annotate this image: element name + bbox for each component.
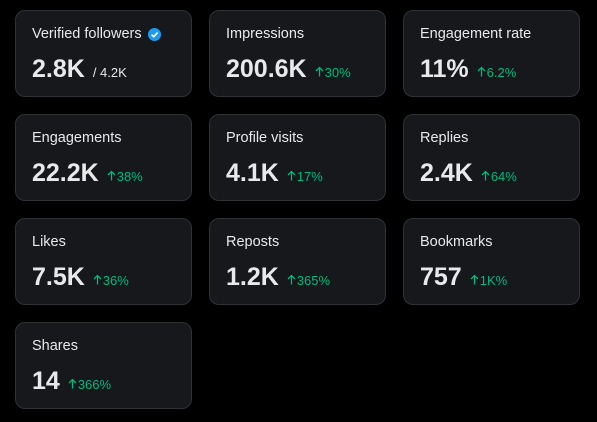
metric-label: Profile visits — [226, 130, 304, 146]
metric-card: Likes 7.5K 36% — [15, 218, 192, 305]
metric-change: 36% — [93, 273, 129, 288]
verified-badge — [147, 27, 161, 41]
metric-value: 14 — [32, 367, 60, 395]
metric-label: Impressions — [226, 26, 305, 42]
metric-change: 38% — [107, 169, 143, 184]
metric-value-row: 11% 6.2% — [420, 55, 516, 84]
up-arrow — [315, 66, 324, 77]
metric-card: Profile visits 4.1K 17% — [209, 114, 386, 201]
change-text: 30% — [324, 65, 351, 80]
up-arrow — [68, 378, 77, 389]
metric-card: Reposts 1.2K 365% — [209, 218, 386, 305]
metric-card: Verified followers 2.8K / 4.2K — [15, 10, 192, 97]
metric-value: 2.8K — [32, 55, 85, 83]
metric-value-row: 14 366% — [32, 367, 111, 396]
change-text: 6.2% — [486, 65, 517, 80]
metric-card: Engagement rate 11% 6.2% — [403, 10, 580, 97]
metric-change: 1K% — [470, 273, 507, 288]
metric-card: Impressions 200.6K 30% — [209, 10, 386, 97]
metric-label-row: Engagements — [32, 130, 121, 146]
metric-change: 30% — [315, 65, 351, 80]
metric-label: Replies — [420, 130, 469, 146]
up-arrow — [477, 66, 486, 77]
metric-label-row: Likes — [32, 234, 66, 250]
metric-label-row: Reposts — [226, 234, 279, 250]
metric-value: 1.2K — [226, 263, 279, 291]
metric-label-row: Impressions — [226, 26, 304, 42]
change-text: 365% — [296, 273, 331, 288]
metric-label-row: Engagement rate — [420, 26, 531, 42]
metric-value-row: 757 1K% — [420, 263, 507, 292]
metric-label: Engagement rate — [420, 26, 532, 42]
metric-label: Engagements — [32, 130, 122, 146]
metric-value-row: 2.4K 64% — [420, 159, 517, 188]
metric-value: 7.5K — [32, 263, 85, 291]
metric-change: 6.2% — [477, 65, 517, 80]
metric-value: 11% — [420, 55, 469, 83]
change-text: 1K% — [479, 273, 508, 288]
metric-value: 22.2K — [32, 159, 99, 187]
metric-label: Reposts — [226, 234, 280, 250]
metric-value-row: 7.5K 36% — [32, 263, 129, 292]
metric-label-row: Shares — [32, 338, 78, 354]
metric-total: / 4.2K — [92, 65, 127, 80]
metrics-grid: Verified followers 2.8K / 4.2K Impressions 2… — [15, 10, 580, 409]
metric-change: 64% — [481, 169, 517, 184]
metric-value-row: 2.8K / 4.2K — [32, 55, 127, 84]
metric-label: Shares — [32, 338, 78, 354]
metric-change: 365% — [287, 273, 330, 288]
up-arrow — [287, 170, 296, 181]
metric-change: 366% — [68, 377, 111, 392]
metric-label: Verified followers — [32, 26, 142, 42]
metric-value-row: 200.6K 30% — [226, 55, 351, 84]
up-arrow — [287, 274, 296, 285]
up-arrow — [470, 274, 479, 285]
change-text: 366% — [77, 377, 112, 392]
metric-card: Replies 2.4K 64% — [403, 114, 580, 201]
metric-label: Bookmarks — [420, 234, 493, 250]
metric-value: 4.1K — [226, 159, 279, 187]
change-text: 64% — [490, 169, 517, 184]
change-text: 36% — [102, 273, 129, 288]
metric-value-row: 1.2K 365% — [226, 263, 330, 292]
metric-value-row: 22.2K 38% — [32, 159, 143, 188]
up-arrow — [481, 170, 490, 181]
metric-label-row: Verified followers — [32, 26, 161, 42]
metric-label-row: Replies — [420, 130, 468, 146]
metric-value-row: 4.1K 17% — [226, 159, 323, 188]
metric-card: Bookmarks 757 1K% — [403, 218, 580, 305]
up-arrow — [107, 170, 116, 181]
metric-value: 2.4K — [420, 159, 473, 187]
metric-card: Engagements 22.2K 38% — [15, 114, 192, 201]
change-text: 17% — [296, 169, 323, 184]
metric-value: 200.6K — [226, 55, 307, 83]
metric-label-row: Profile visits — [226, 130, 303, 146]
metric-value: 757 — [420, 263, 462, 291]
up-arrow — [93, 274, 102, 285]
metric-change: 17% — [287, 169, 323, 184]
metric-label-row: Bookmarks — [420, 234, 493, 250]
metric-card: Shares 14 366% — [15, 322, 192, 409]
metric-label: Likes — [32, 234, 66, 250]
change-text: 38% — [116, 169, 143, 184]
